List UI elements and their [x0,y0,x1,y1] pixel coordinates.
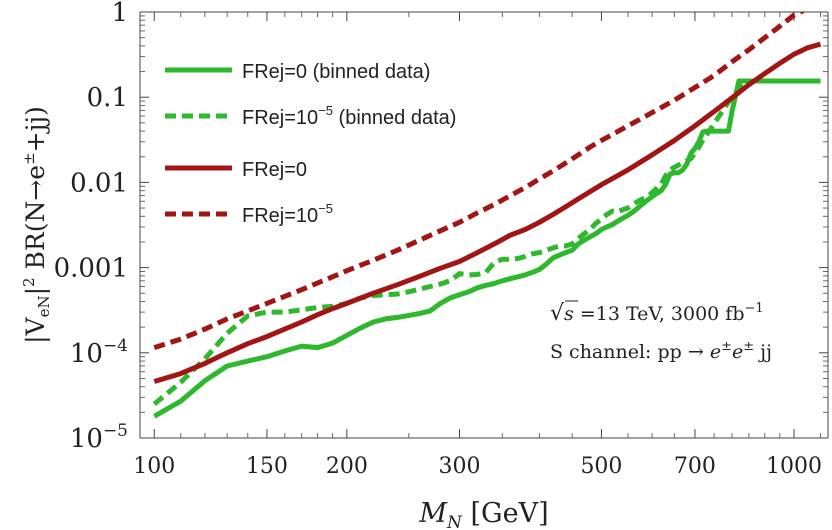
x-axis-ticks: 100 150 200 300 500 700 1000 [133,12,822,479]
y-minor-ticks [140,15,828,413]
annotation-channel: S channel: pp → e±e± jj [550,339,772,363]
x-tick-label: 300 [439,454,481,479]
x-tick-label: 500 [580,454,622,479]
y-axis-label: |VeN|2 BR(N→e±+jj) [20,106,53,344]
x-tick-label: 700 [674,454,716,479]
x-tick-label: 1000 [766,454,822,479]
legend-item-frej1e-5-binned: FRej=10−5 (binned data) [165,103,456,129]
y-tick-label: 10−5 [70,421,128,454]
legend-item-frej0: FRej=0 [165,159,307,181]
series-line-frej0 [153,41,822,384]
legend: FRej=0 (binned data) FRej=10−5 (binned d… [165,61,456,227]
plot-frame [139,11,829,439]
legend-item-frej1e-5: FRej=10−5 [165,201,333,227]
y-tick-label: 10−4 [70,336,128,369]
annotation-energy-text: √s =13 TeV, 3000 fb−1 [550,301,764,326]
legend-label: FRej=0 (binned data) [242,61,430,83]
y-tick-label: 0.001 [54,254,128,284]
x-tick-label: 100 [133,454,175,479]
y-tick-label: 1 [111,0,128,28]
legend-label: FRej=10−5 (binned data) [242,103,456,129]
y-axis-ticks: 1 0.1 0.01 0.001 10−4 10−5 [54,0,828,454]
series-line-frej1e-5 [153,12,807,350]
y-tick-label: 0.01 [70,168,128,198]
legend-label: FRej=10−5 [242,201,333,227]
x-tick-label: 200 [326,454,368,479]
y-tick-label: 0.1 [87,83,128,113]
x-minor-ticks [180,12,822,438]
x-axis-label: MN [GeV] [418,498,548,530]
legend-item-frej0-binned: FRej=0 (binned data) [165,61,430,83]
x-tick-label: 150 [246,454,288,479]
annotation-energy: √s =13 TeV, 3000 fb−1 [550,300,764,326]
legend-label: FRej=0 [242,159,307,181]
